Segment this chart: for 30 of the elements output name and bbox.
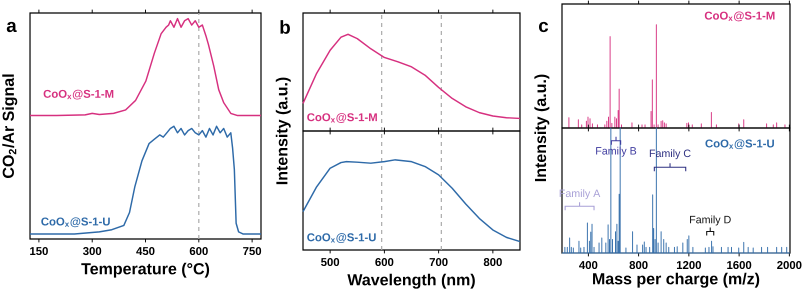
- x-tick-label: 150: [30, 247, 48, 256]
- series-label: CoO$_{x}$@S-1-M: [44, 90, 114, 100]
- x-tick-label: 2000: [777, 261, 802, 270]
- text: CoO$_{x}$@S-1-M: [704, 11, 775, 22]
- x-tick-label: 600: [375, 258, 394, 266]
- text: c: [538, 22, 548, 32]
- x-tick-label: 300: [83, 247, 102, 256]
- text: a: [6, 22, 17, 32]
- y-axis-title: Intensity (a.u.): [534, 74, 550, 182]
- series-label: CoO$_{x}$@S-1-U: [41, 217, 110, 228]
- x-tick-label: 400: [579, 261, 598, 270]
- series-label: CoO$_{x}$@S-1-M: [307, 113, 377, 123]
- x-tick-label: 800: [484, 258, 502, 266]
- x-tick-label: 800: [630, 261, 648, 270]
- y-axis-title: CO$_{2}$/Ar Signal: [2, 74, 18, 178]
- x-tick-label: 600: [190, 247, 208, 256]
- x-axis-title: Temperature (°C): [81, 262, 210, 278]
- series-label: CoO$_{x}$@S-1-U: [307, 233, 376, 244]
- text: CoO$_{x}$@S-1-U: [705, 139, 774, 150]
- y-axis-title: Intensity (a.u.): [276, 78, 291, 184]
- annotation: Family D: [690, 216, 731, 226]
- x-tick-label: 450: [136, 247, 154, 256]
- x-tick-label: 1600: [727, 261, 752, 270]
- x-axis-title: Wavelength (nm): [347, 274, 475, 289]
- x-tick-label: 750: [243, 247, 262, 256]
- x-axis-title: Mass per charge (m/z): [593, 272, 760, 288]
- x-tick-label: 500: [321, 258, 340, 266]
- text: b: [280, 20, 290, 34]
- x-tick-label: 700: [430, 258, 448, 266]
- x-tick-label: 1200: [676, 261, 701, 270]
